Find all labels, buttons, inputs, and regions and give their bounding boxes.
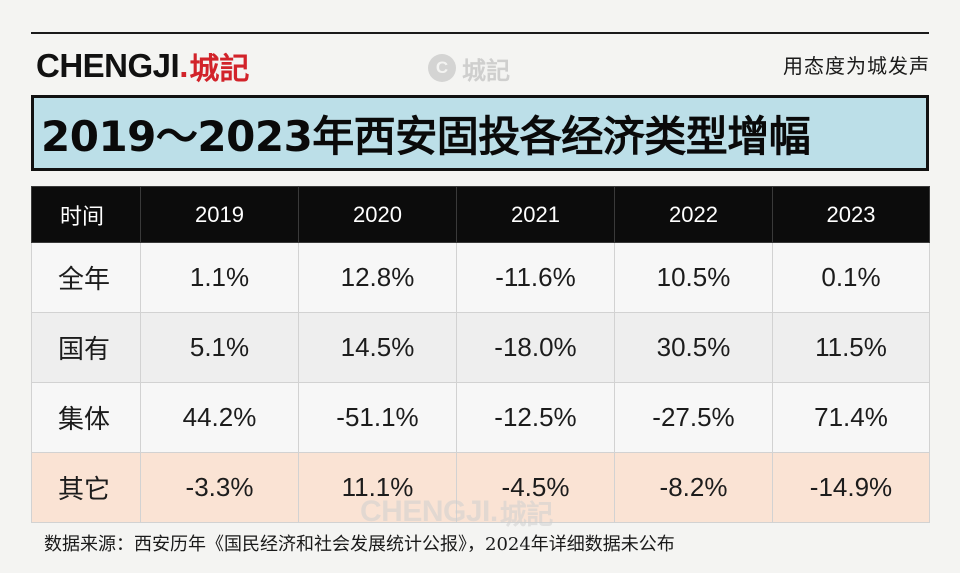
watermark-c-icon: C [428, 54, 456, 82]
table-cell: 71.4% [772, 382, 930, 453]
column-header: 时间 [31, 186, 141, 243]
table-row: 集体 44.2% -51.1% -12.5% -27.5% 71.4% [31, 382, 930, 453]
table-cell: 11.5% [772, 312, 930, 383]
table-header-row: 时间 2019 2020 2021 2022 2023 [31, 186, 930, 243]
logo-dot: . [179, 47, 189, 84]
table-cell: -18.0% [456, 312, 615, 383]
table-cell: 10.5% [614, 242, 773, 313]
table-cell: 44.2% [140, 382, 299, 453]
bottom-watermark-english: CHENGJI. [360, 495, 498, 528]
table-cell: -51.1% [298, 382, 457, 453]
logo-chinese: 城記 [189, 52, 250, 87]
column-header: 2020 [298, 186, 457, 243]
chengji-logo: CHENGJI . 城記 [36, 44, 249, 88]
table-cell: -8.2% [614, 452, 773, 523]
row-label: 国有 [31, 312, 141, 383]
source-note: 数据来源：西安历年《国民经济和社会发展统计公报》，2024年详细数据未公布 [44, 534, 675, 555]
row-label: 其它 [31, 452, 141, 523]
table-cell: -3.3% [140, 452, 299, 523]
table-cell: 14.5% [298, 312, 457, 383]
table-cell: 11.1% [298, 452, 457, 523]
table-cell: 12.8% [298, 242, 457, 313]
logo-english: CHENGJI [36, 47, 180, 84]
page-title: 2019～2023年西安固投各经济类型增幅 [41, 111, 811, 161]
title-banner: 2019～2023年西安固投各经济类型增幅 [31, 95, 929, 171]
table-row-highlighted: 其它 -3.3% 11.1% -4.5% -8.2% -14.9% [31, 452, 930, 523]
table-cell: -14.9% [772, 452, 930, 523]
row-label: 集体 [31, 382, 141, 453]
column-header: 2021 [456, 186, 615, 243]
table-cell: 1.1% [140, 242, 299, 313]
table-cell: -27.5% [614, 382, 773, 453]
table-row: 国有 5.1% 14.5% -18.0% 30.5% 11.5% [31, 312, 930, 383]
slogan: 用态度为城发声 [783, 54, 930, 78]
table-cell: -12.5% [456, 382, 615, 453]
table-row: 全年 1.1% 12.8% -11.6% 10.5% 0.1% [31, 242, 930, 313]
column-header: 2022 [614, 186, 773, 243]
row-label: 全年 [31, 242, 141, 313]
watermark-text: 城記 [462, 56, 510, 85]
bottom-watermark-chinese: 城記 [499, 499, 554, 531]
table-cell: 30.5% [614, 312, 773, 383]
column-header: 2019 [140, 186, 299, 243]
top-rule [31, 32, 929, 34]
table-cell: 5.1% [140, 312, 299, 383]
table-cell: -11.6% [456, 242, 615, 313]
table-cell: 0.1% [772, 242, 930, 313]
growth-table: 时间 2019 2020 2021 2022 2023 全年 1.1% 12.8… [31, 186, 930, 523]
table-cell: -4.5% [456, 452, 615, 523]
top-watermark: C 城記 [428, 52, 510, 85]
bottom-watermark: CHENGJI. 城記 [360, 495, 554, 531]
column-header: 2023 [772, 186, 930, 243]
